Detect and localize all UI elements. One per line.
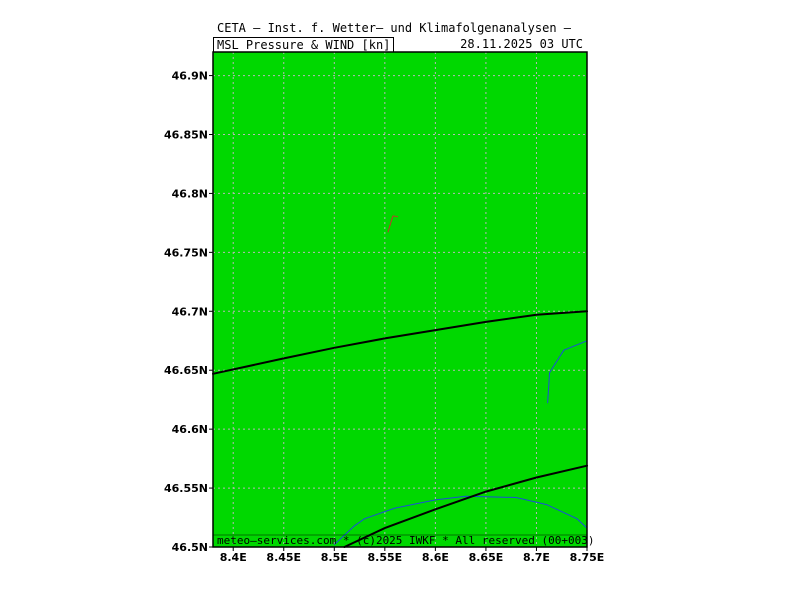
land-area [213, 52, 587, 547]
map-title: CETA — Inst. f. Wetter— und Klimafolgena… [217, 21, 572, 35]
wind-barb-flag [392, 215, 399, 218]
y-tick-label: 46.6N [172, 423, 208, 436]
x-tick-label: 8.55E [368, 551, 403, 564]
y-tick-label: 46.55N [164, 482, 208, 495]
y-tick-labels: 46.5N 46.55N 46.6N 46.65N 46.7N 46.75N 46.8N 46… [164, 70, 208, 554]
x-tick-label: 8.6E [422, 551, 449, 564]
valid-time: 28.11.2025 03 UTC [460, 37, 583, 51]
wind-barb-staff [387, 215, 394, 233]
product-label: MSL_Pressure_&_WIND_[kn] [213, 37, 395, 52]
x-tick-label: 8.65E [469, 551, 504, 564]
coastline [333, 495, 588, 545]
coastline [547, 340, 588, 404]
x-tick-labels: 8.4E 8.45E 8.5E 8.55E 8.6E 8.65E 8.7E 8.75E [220, 551, 605, 564]
y-tick-label: 46.85N [164, 129, 208, 142]
y-tick-label: 46.8N [172, 187, 208, 200]
map-subtitle: MSL_Pressure_&_WIND_[kn] 28.11.2025 03 U… [213, 37, 587, 52]
isobar-line [212, 310, 588, 375]
y-tick-label: 46.9N [172, 70, 208, 83]
x-tick-label: 8.4E [220, 551, 247, 564]
x-tick-label: 8.45E [266, 551, 301, 564]
y-tick-label: 46.5N [172, 541, 208, 554]
x-tick-label: 8.7E [523, 551, 550, 564]
x-tick-label: 8.75E [570, 551, 605, 564]
wind-barbs [387, 215, 399, 233]
x-tick-label: 8.5E [321, 551, 348, 564]
y-tick-label: 46.65N [164, 364, 208, 377]
isobar-line [343, 464, 588, 548]
grid-lines [209, 52, 588, 551]
y-tick-label: 46.75N [164, 246, 208, 259]
map-frame [212, 51, 588, 548]
footer-credit: meteo—services.com * (c)2025 IWKF * All … [217, 534, 595, 547]
coastlines [333, 340, 588, 545]
y-tick-label: 46.7N [172, 305, 208, 318]
isobars [212, 310, 588, 548]
